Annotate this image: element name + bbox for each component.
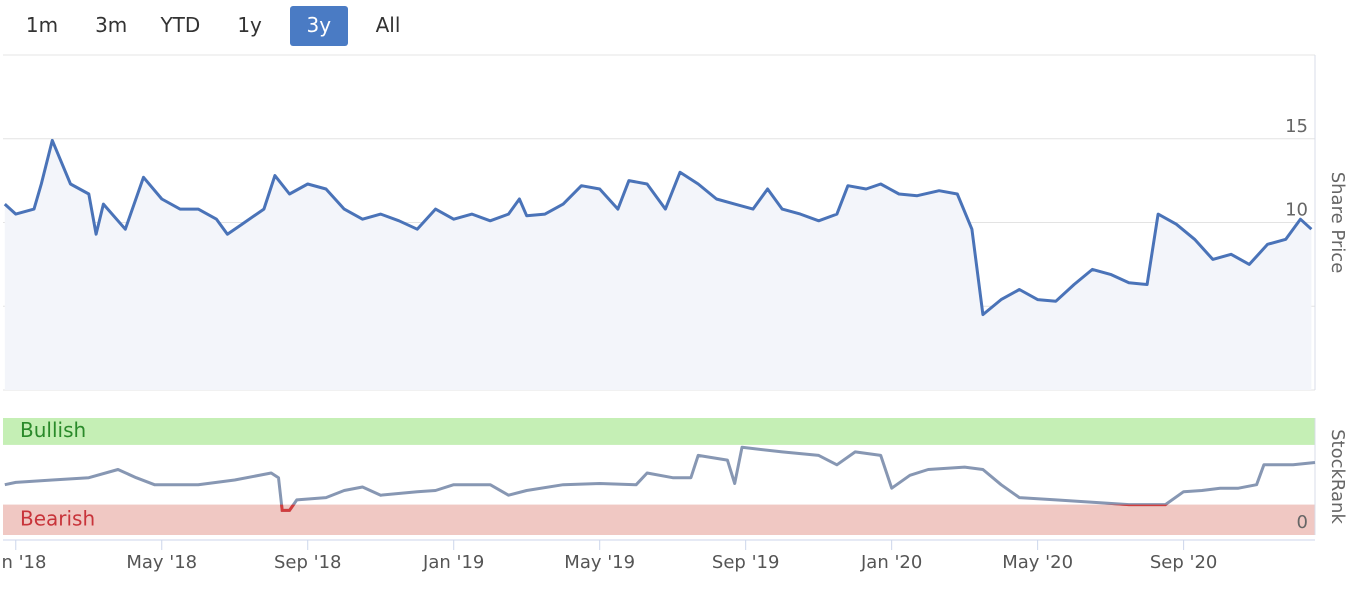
band <box>3 504 1315 535</box>
y-tick-label: 0 <box>1297 512 1308 533</box>
range-button[interactable]: YTD <box>160 13 201 37</box>
line-highlight <box>280 504 1169 512</box>
line <box>3 138 1313 317</box>
x-tick-label: Jan '19 <box>422 552 484 573</box>
x-tick-label: Sep '19 <box>712 552 780 573</box>
band-label: Bullish <box>20 418 86 442</box>
x-tick-label: Sep '18 <box>274 552 342 573</box>
y-tick-label: 10 <box>1285 200 1308 221</box>
y-axis-label: Share Price <box>1327 172 1348 274</box>
area <box>4 140 1312 390</box>
range-button[interactable]: 3y <box>289 6 348 46</box>
x-tick-label: Jan '20 <box>860 552 922 573</box>
range-button[interactable]: 1y <box>237 13 262 37</box>
band-label: Bearish <box>20 506 95 530</box>
x-tick-label: May '18 <box>126 552 197 573</box>
range-button[interactable]: 3m <box>95 13 128 37</box>
y-axis-label: StockRank <box>1327 429 1348 524</box>
x-tick-label: May '20 <box>1002 552 1073 573</box>
range-button[interactable]: All <box>375 13 401 37</box>
line <box>4 445 1316 512</box>
y-tick-label: 15 <box>1285 116 1308 137</box>
x-tick-label: May '19 <box>564 552 635 573</box>
range-button[interactable]: 1m <box>25 13 59 37</box>
band <box>3 418 1315 445</box>
x-tick-label: Sep '20 <box>1150 552 1218 573</box>
x-tick-label: Jan '18 <box>0 552 46 573</box>
